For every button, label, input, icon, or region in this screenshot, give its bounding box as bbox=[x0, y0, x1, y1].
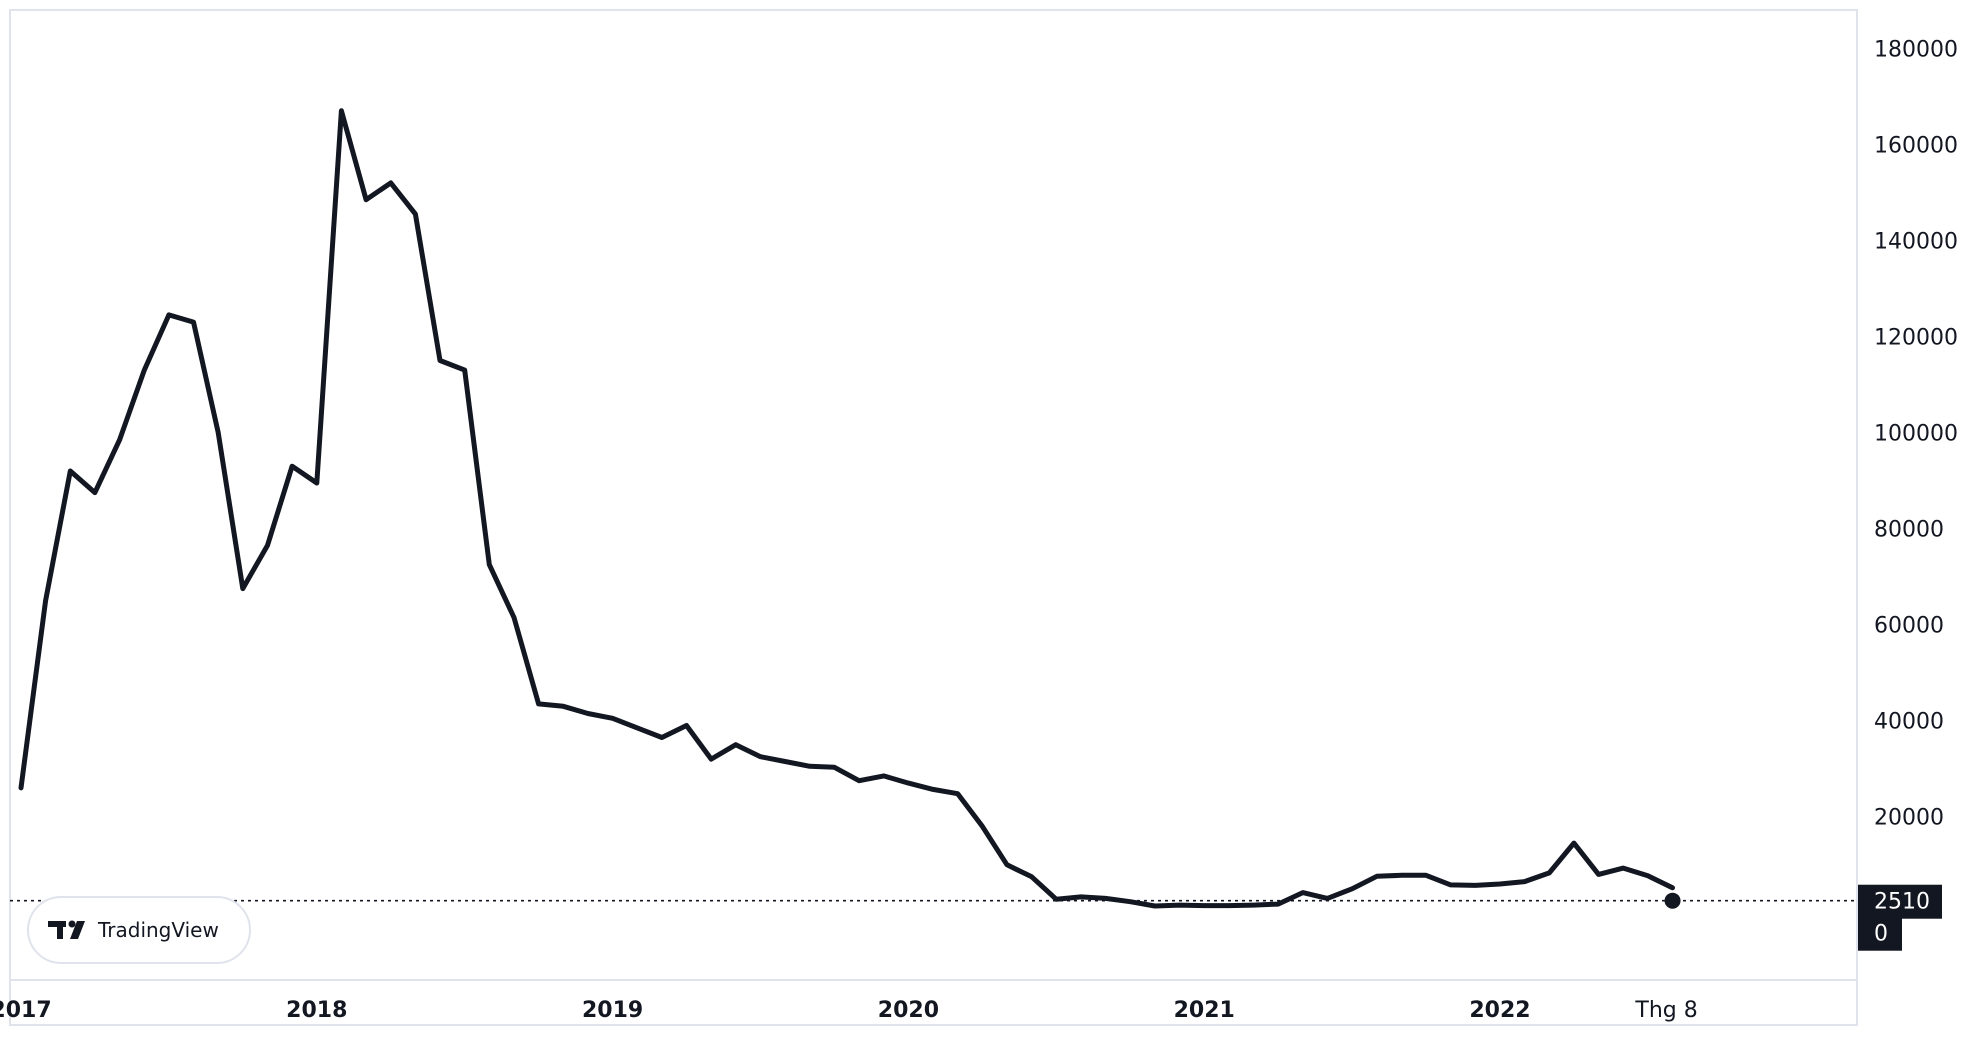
last-price-label-line2: 0 bbox=[1874, 922, 1888, 947]
time-axis-tick-label: 2020 bbox=[878, 998, 939, 1023]
price-axis-tick-label: 80000 bbox=[1874, 518, 1944, 543]
price-axis[interactable]: 20000 40000 60000 80000 100000 120000 140000 16… bbox=[1874, 37, 1958, 830]
last-price-label-line1: 2510 bbox=[1874, 890, 1930, 915]
price-axis-tick-label: 140000 bbox=[1874, 229, 1958, 254]
price-axis-tick-label: 100000 bbox=[1874, 422, 1958, 447]
tradingview-logo-icon bbox=[48, 920, 85, 939]
watermark-badge[interactable] bbox=[27, 896, 251, 964]
chart-frame bbox=[9, 9, 1858, 1026]
time-axis-tick-label: 2018 bbox=[286, 998, 347, 1023]
price-axis-tick-label: 180000 bbox=[1874, 37, 1958, 62]
price-axis-tick-label: 40000 bbox=[1874, 710, 1944, 735]
time-axis-tick-label: 2022 bbox=[1469, 998, 1530, 1023]
time-axis-tick-label: Thg 8 bbox=[1634, 998, 1697, 1023]
time-axis-tick-label: 2021 bbox=[1174, 998, 1235, 1023]
data-points bbox=[20, 109, 1675, 907]
price-axis-tick-label: 120000 bbox=[1874, 326, 1958, 351]
time-axis-tick-label: 2017 bbox=[0, 998, 52, 1023]
tradingview-watermark[interactable]: TradingView bbox=[27, 896, 251, 964]
time-axis-tick-label: 2019 bbox=[582, 998, 643, 1023]
time-axis[interactable]: 2017 2018 2019 2020 2021 2022 Thg 8 bbox=[0, 998, 1698, 1023]
last-price-label-bg bbox=[1858, 884, 1942, 919]
price-axis-tick-label: 60000 bbox=[1874, 614, 1944, 639]
last-price-dot bbox=[1664, 892, 1681, 909]
last-price-label: 2510 0 bbox=[1858, 884, 1942, 951]
series-line bbox=[18, 108, 1675, 909]
price-axis-tick-label: 160000 bbox=[1874, 133, 1958, 158]
watermark-label: TradingView bbox=[97, 918, 219, 942]
price-axis-tick-label: 20000 bbox=[1874, 806, 1944, 831]
